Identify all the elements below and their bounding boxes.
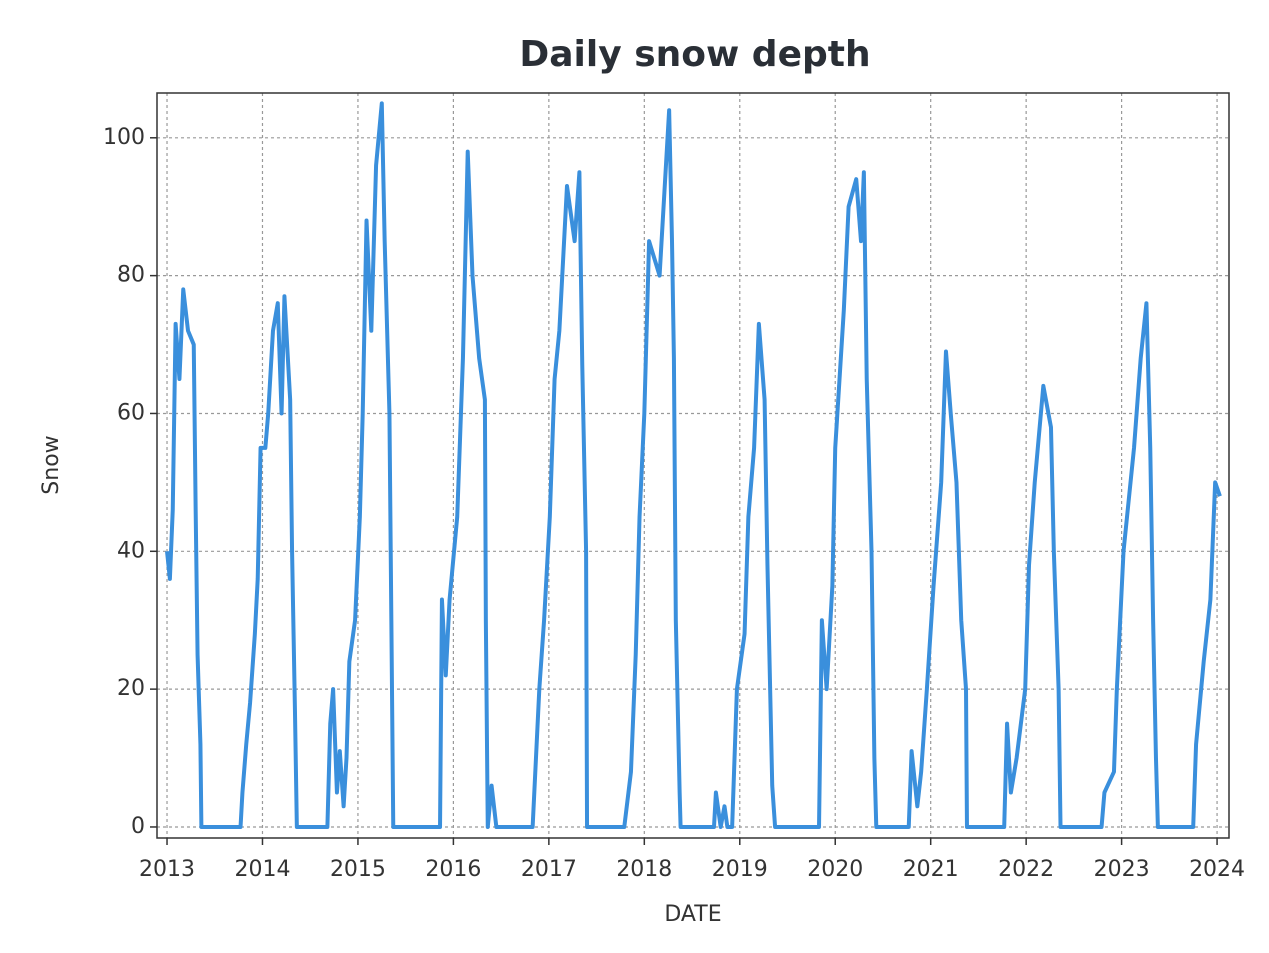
x-tick-label: 2021 — [903, 857, 959, 882]
plot-frame — [156, 92, 1230, 839]
x-tick-label: 2014 — [234, 857, 290, 882]
x-tick-label: 2018 — [616, 857, 672, 882]
x-tick-label: 2019 — [712, 857, 768, 882]
y-tick-label: 80 — [117, 263, 145, 288]
y-axis-label: Snow — [39, 435, 64, 494]
x-tick-label: 2015 — [330, 857, 386, 882]
x-tick-label: 2022 — [998, 857, 1054, 882]
chart-title: Daily snow depth — [519, 34, 870, 75]
x-tick-label: 2023 — [1094, 857, 1150, 882]
y-tick-label: 100 — [103, 125, 145, 150]
x-tick-label: 2024 — [1189, 857, 1245, 882]
y-tick-label: 0 — [131, 814, 145, 839]
x-tick-label: 2016 — [425, 857, 481, 882]
x-tick-label: 2020 — [807, 857, 863, 882]
y-tick-label: 40 — [117, 538, 145, 563]
y-tick-label: 20 — [117, 676, 145, 701]
x-tick-label: 2017 — [521, 857, 577, 882]
x-tick-label: 2013 — [139, 857, 195, 882]
x-axis-label: DATE — [664, 902, 721, 927]
series-line — [165, 101, 1222, 829]
y-tick-label: 60 — [117, 400, 145, 425]
